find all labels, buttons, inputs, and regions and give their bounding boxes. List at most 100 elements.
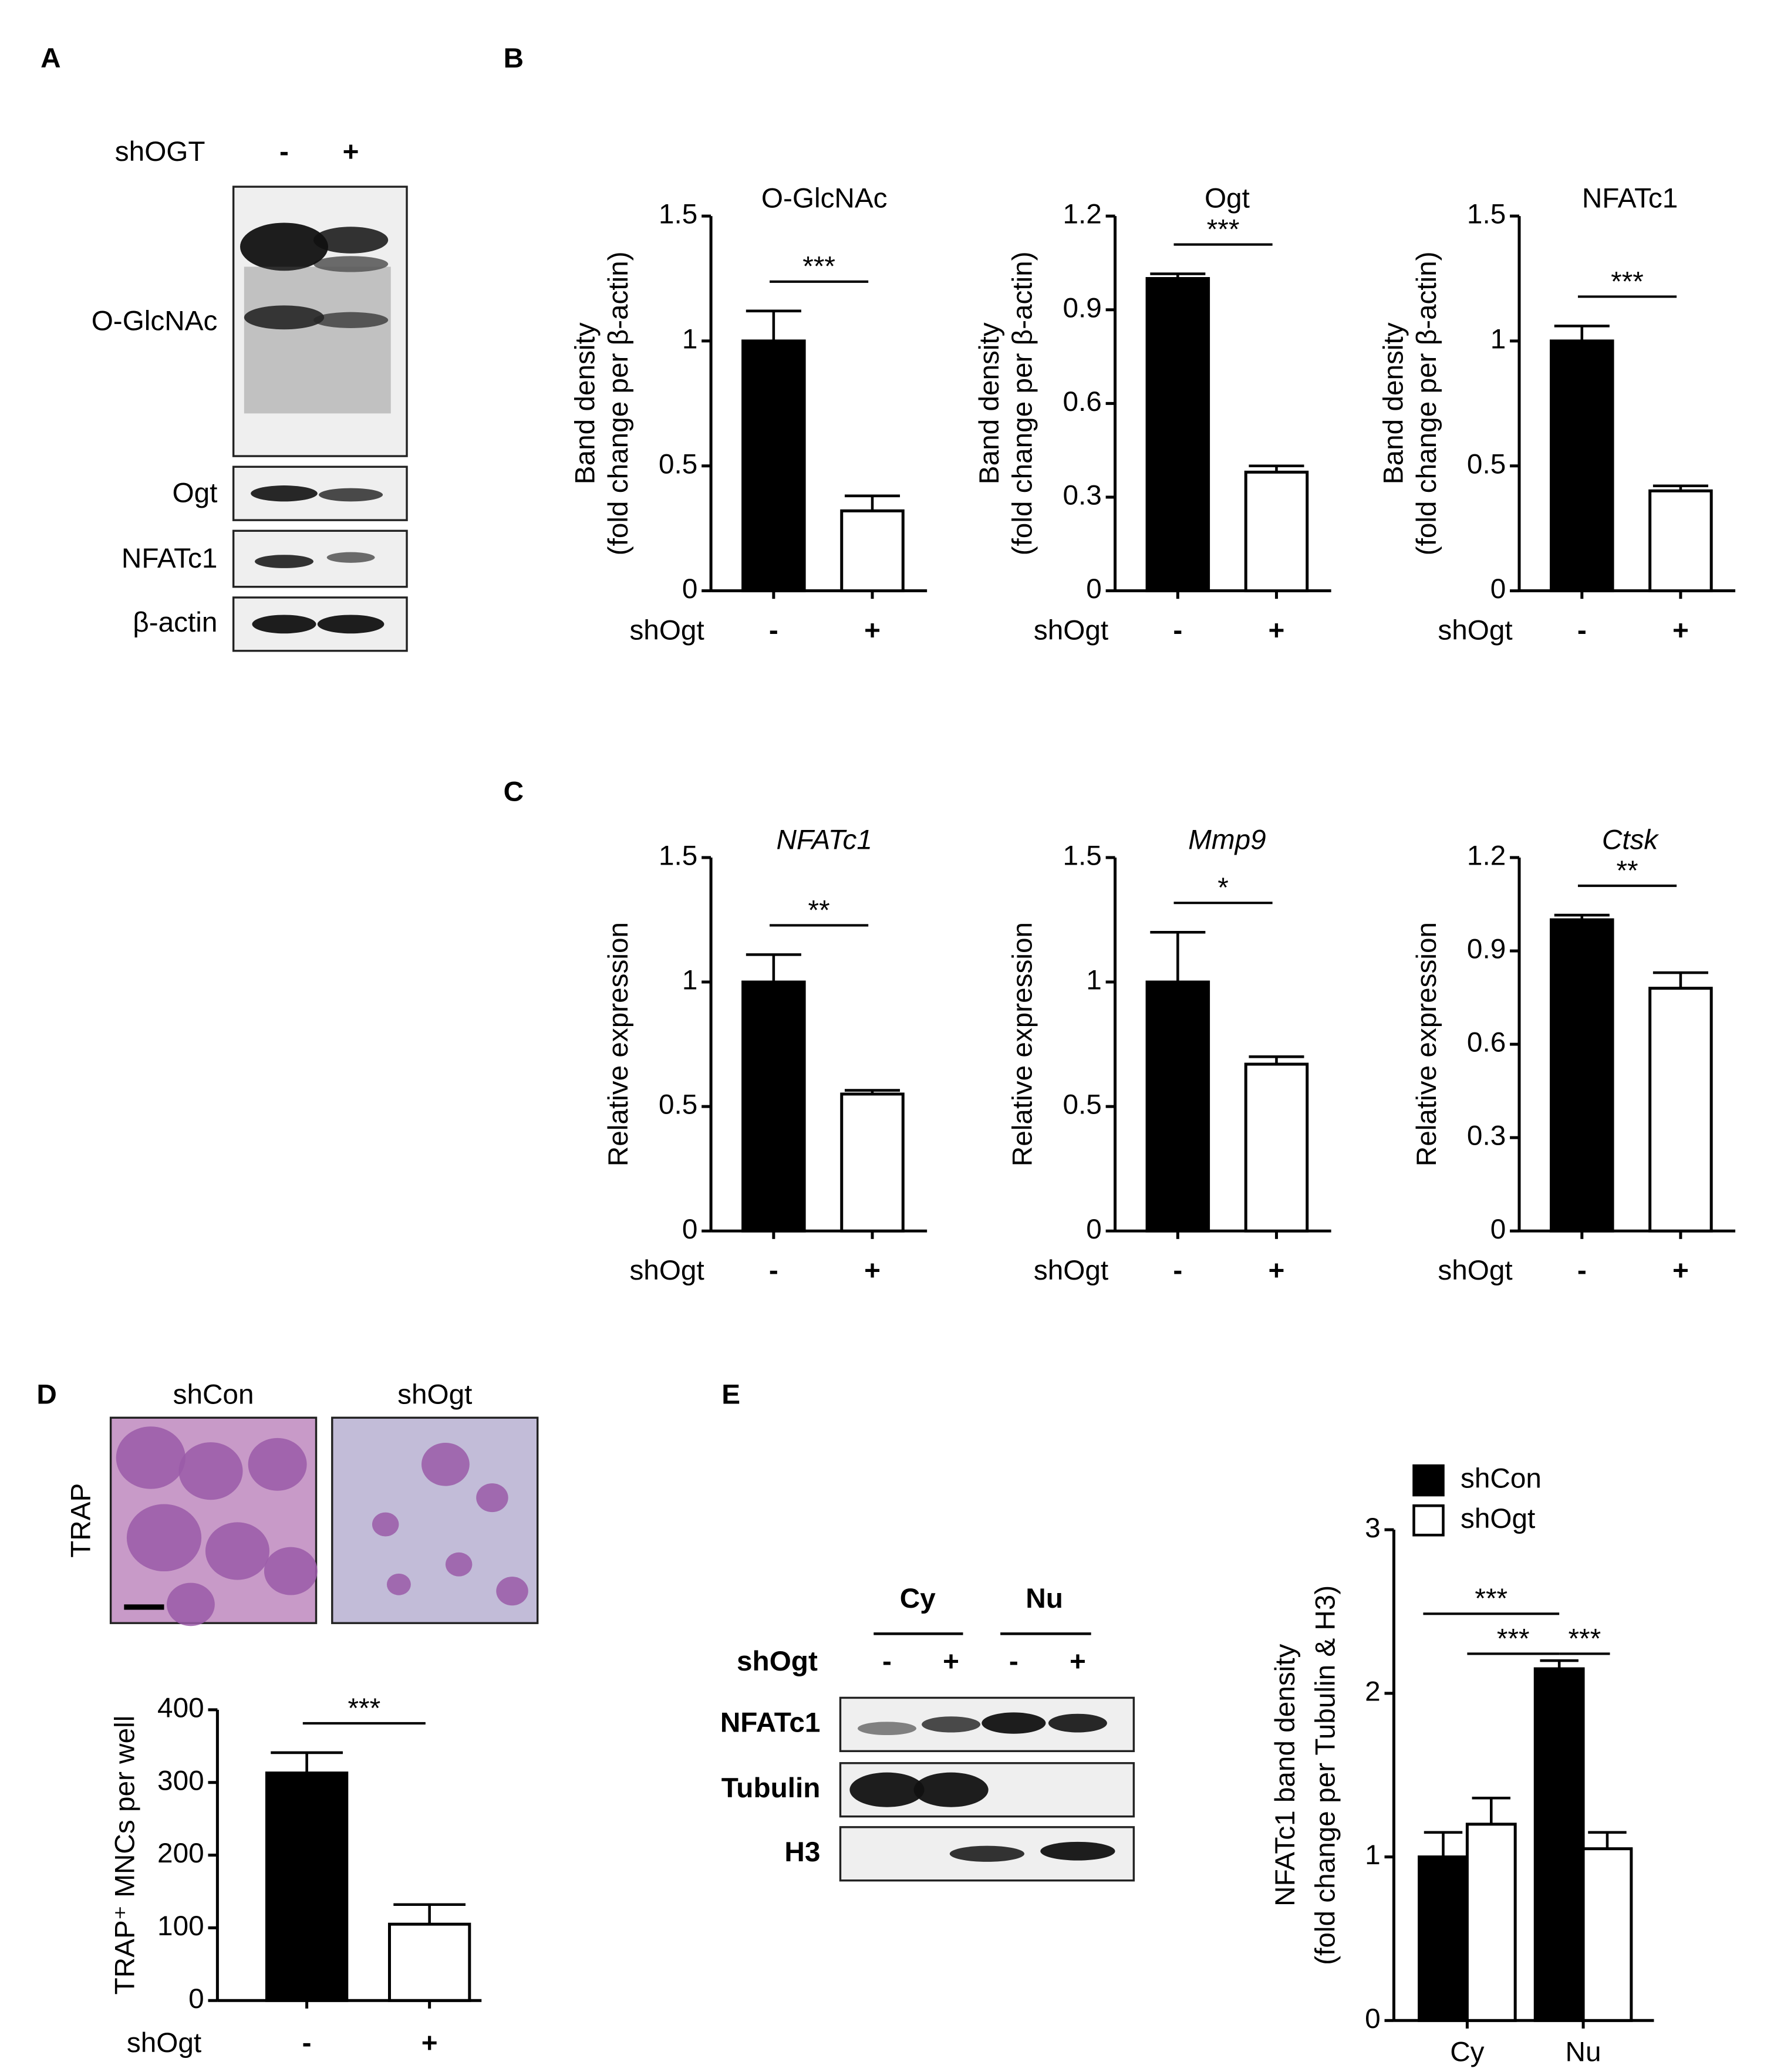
panel-label: A	[41, 43, 60, 74]
x-tick-label: -	[769, 615, 778, 646]
blot-band	[252, 615, 316, 634]
image-column-label: shCon	[173, 1379, 254, 1410]
legend-label: shOgt	[1461, 1503, 1535, 1534]
bar	[840, 509, 905, 593]
blot-band	[1040, 1841, 1115, 1861]
blot-row-label: β-actin	[133, 607, 217, 638]
x-tick-label: +	[864, 1255, 881, 1286]
x-axis-label: shOgt	[1438, 615, 1512, 646]
cell	[264, 1547, 318, 1595]
y-axis-label: Relative expression	[1007, 922, 1038, 1166]
y-axis-label: TRAP⁺ MNCs per well	[109, 1716, 140, 1995]
x-tick-label: +	[1672, 1255, 1689, 1286]
fraction-label: Cy	[900, 1583, 936, 1614]
blot-band	[326, 552, 375, 563]
blot-treatment-label: shOgt	[737, 1646, 818, 1677]
blot-treatment-label: shOGT	[115, 136, 205, 167]
bar	[1533, 1667, 1585, 2022]
chart-title: Ctsk	[1602, 824, 1660, 855]
lane-label: -	[1009, 1646, 1018, 1677]
blot-band	[982, 1712, 1046, 1734]
chart-title: Ogt	[1205, 183, 1250, 214]
cell	[496, 1577, 528, 1606]
bar	[265, 1771, 349, 2002]
legend-swatch	[1412, 1464, 1445, 1497]
x-tick-label: -	[1577, 615, 1587, 646]
chart-title: O-GlcNAc	[761, 183, 888, 214]
y-tick-label: 0.5	[1467, 448, 1506, 480]
blot-band	[849, 1772, 925, 1807]
fraction-label: Nu	[1026, 1583, 1063, 1614]
y-axis-label: Band density	[569, 322, 601, 484]
cell	[248, 1437, 307, 1491]
y-tick-label: 1.5	[1467, 199, 1506, 230]
y-tick-label: 0	[1490, 573, 1506, 605]
significance-label: ***	[1611, 266, 1644, 297]
bar	[1244, 1062, 1309, 1233]
y-tick-label: 0	[188, 1983, 204, 2014]
panel-label: C	[504, 777, 524, 808]
significance-label: **	[808, 895, 830, 926]
chart-title: NFATc1	[1582, 183, 1678, 214]
y-tick-label: 0.5	[659, 448, 697, 480]
y-tick-label: 0	[1086, 1214, 1102, 1245]
y-axis-label: Band density	[1378, 322, 1409, 484]
y-tick-label: 0.3	[1063, 480, 1101, 511]
x-tick-label: +	[1269, 615, 1285, 646]
cell	[386, 1573, 411, 1595]
x-tick-label: +	[864, 615, 881, 646]
panel-label: E	[721, 1379, 740, 1410]
x-tick-label: +	[421, 2027, 438, 2058]
cell	[205, 1522, 269, 1580]
x-tick-label: +	[1672, 615, 1689, 646]
y-axis-label: NFATc1 band density	[1270, 1644, 1301, 1906]
blot-band	[317, 615, 385, 634]
x-tick-label: +	[1269, 1255, 1285, 1286]
cell	[116, 1426, 186, 1489]
blot-band	[949, 1845, 1025, 1862]
blot-row-label: Tubulin	[721, 1773, 821, 1804]
blot-band	[313, 312, 389, 328]
image-row-label: TRAP	[66, 1483, 97, 1558]
blot-row-label: NFATc1	[122, 543, 217, 574]
x-axis-label: shOgt	[1034, 615, 1108, 646]
significance-label: **	[1616, 855, 1638, 886]
significance-label: ***	[1475, 1583, 1507, 1614]
x-axis-label: shOgt	[127, 2027, 201, 2058]
blot-row-label: Ogt	[172, 478, 217, 509]
x-axis-label: shOgt	[629, 615, 704, 646]
x-tick-label: Cy	[1450, 2037, 1484, 2068]
panel-label: B	[504, 43, 524, 74]
blot-row-label: H3	[784, 1837, 820, 1868]
lane-label: +	[343, 136, 359, 167]
bar	[1581, 1847, 1633, 2022]
x-tick-label: -	[769, 1255, 778, 1286]
x-axis-label: shOgt	[1034, 1255, 1108, 1286]
significance-label: *	[1217, 872, 1229, 903]
cell	[372, 1512, 399, 1537]
bar	[1550, 339, 1614, 593]
y-tick-label: 400	[157, 1692, 204, 1723]
image-column-label: shOgt	[397, 1379, 472, 1410]
lane-label: +	[1070, 1646, 1086, 1677]
x-tick-label: Nu	[1566, 2037, 1601, 2068]
cell	[126, 1504, 202, 1572]
significance-label: ***	[1207, 214, 1240, 245]
cell	[445, 1552, 473, 1577]
y-tick-label: 3	[1365, 1513, 1381, 1544]
bar	[840, 1092, 905, 1233]
y-tick-label: 1.5	[659, 841, 697, 872]
y-tick-label: 1	[682, 965, 698, 996]
cell	[476, 1483, 508, 1513]
y-tick-label: 1.5	[659, 199, 697, 230]
x-tick-label: -	[1577, 1255, 1587, 1286]
blot-band	[858, 1722, 916, 1736]
y-tick-label: 1	[682, 324, 698, 355]
blot-band	[313, 256, 389, 272]
y-tick-label: 1	[1086, 965, 1102, 996]
blot-band	[251, 485, 318, 502]
bar	[387, 1922, 471, 2002]
y-tick-label: 0.3	[1467, 1121, 1506, 1152]
blot-band	[240, 222, 328, 271]
chart-title: Mmp9	[1188, 824, 1266, 855]
